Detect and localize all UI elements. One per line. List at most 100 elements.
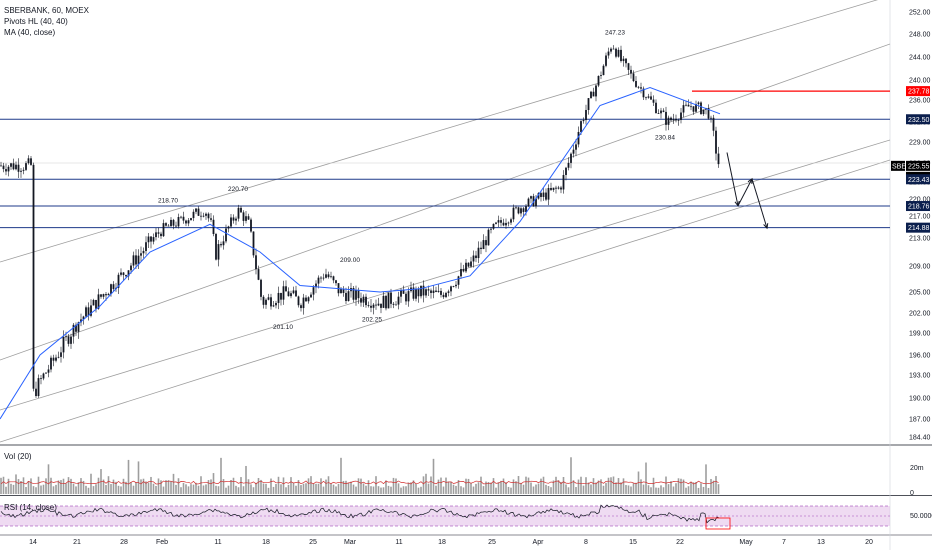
candle-body (267, 297, 270, 300)
candle-body (472, 255, 475, 262)
volume-bar (72, 483, 75, 494)
price-axis-tag[interactable] (906, 222, 930, 233)
volume-bar (237, 487, 240, 494)
candle-body (105, 294, 107, 296)
volume-bar (205, 484, 207, 494)
candle-body (477, 247, 480, 259)
symbol-tag-text: SBER (892, 163, 911, 170)
candle-body (657, 113, 660, 114)
volume-bar (382, 487, 385, 494)
volume-bar (287, 484, 290, 494)
volume-bar (147, 482, 150, 494)
volume-bar (665, 476, 667, 494)
candle-body (475, 255, 477, 259)
channel-line[interactable] (0, 0, 890, 263)
volume-bar (507, 486, 510, 494)
time-tick-label: 20 (865, 539, 873, 546)
candle-body (205, 213, 207, 216)
volume-bar (472, 486, 475, 494)
candle-body (80, 319, 82, 323)
rsi-pane-label[interactable]: RSI (14, close) (4, 503, 57, 512)
legend-ma-indicator[interactable]: MA (40, close) (4, 28, 56, 37)
volume-bar (582, 485, 585, 494)
candle-body (375, 304, 377, 306)
candle-body (162, 223, 165, 237)
volume-bar (400, 487, 402, 494)
volume-bar (125, 481, 127, 494)
legend-pivots-indicator[interactable]: Pivots HL (40, 40) (4, 17, 68, 26)
candle-body (672, 118, 675, 121)
candle-body (85, 307, 87, 317)
volume-bar (562, 477, 565, 494)
volume-bar (330, 483, 332, 494)
projection-arrow[interactable] (751, 178, 768, 229)
volume-bar (155, 485, 157, 494)
volume-bar (187, 486, 190, 494)
volume-bar (417, 487, 420, 494)
volume-bar (87, 487, 90, 494)
volume-bar (360, 478, 362, 494)
volume-bar (22, 477, 25, 494)
volume-bar (672, 486, 675, 494)
time-axis[interactable]: 14 21 28 Feb 11 18 25 Mar 11 18 25 Apr 8 15 22 May 7 13 20 (29, 539, 873, 546)
channel-line[interactable] (0, 43, 891, 361)
candle-body (335, 280, 337, 284)
volume-pane-label[interactable]: Vol (20) (4, 452, 32, 461)
candle-body (420, 285, 422, 297)
volume-bar (60, 480, 62, 494)
volume-bar (200, 476, 202, 494)
moving-average-line[interactable] (0, 86, 721, 420)
volume-bar (210, 479, 212, 494)
volume-bar (692, 482, 695, 494)
volume-bar (495, 487, 497, 494)
volume-bar (52, 486, 55, 494)
candle-body (177, 217, 180, 227)
candle-body (562, 174, 565, 190)
volume-bar (570, 457, 572, 494)
rsi-highlight-box[interactable] (705, 517, 731, 530)
candle-body (140, 253, 142, 256)
candle-body (637, 86, 640, 88)
volume-bar (687, 486, 690, 494)
candle-body (97, 294, 100, 309)
volume-bar (77, 482, 80, 494)
projection-arrow[interactable] (737, 178, 753, 207)
candle-body (457, 276, 460, 285)
candle-body (240, 207, 242, 213)
volume-bar (467, 478, 470, 494)
price-axis-tag[interactable] (906, 86, 930, 97)
price-axis-tag[interactable] (906, 201, 930, 212)
candle-body (82, 316, 85, 320)
volume-bar (607, 477, 610, 494)
candle-body (250, 219, 252, 232)
candle-body (357, 290, 360, 299)
volume-bar (245, 465, 247, 494)
volume-bar (42, 484, 45, 494)
volume-bar (392, 477, 395, 494)
volume-bar (447, 481, 450, 494)
candle-body (377, 303, 380, 306)
candle-body (430, 290, 432, 293)
channel-line[interactable] (0, 139, 891, 411)
candle-body (127, 270, 130, 277)
candle-body (645, 97, 647, 99)
candle-body (247, 216, 250, 220)
legend-symbol[interactable]: SBERBANK, 60, MOEX (4, 6, 89, 15)
candle-body (415, 288, 417, 299)
channel-line[interactable] (0, 159, 891, 443)
price-tick-label: 248.00 (909, 32, 931, 39)
volume-bar (40, 485, 42, 494)
candle-body (565, 167, 567, 175)
time-tick-label: 7 (782, 539, 786, 546)
candle-body (632, 73, 635, 82)
volume-bar (682, 479, 685, 494)
volume-bar (680, 478, 682, 494)
price-axis-tag[interactable] (906, 160, 930, 171)
price-axis-tag[interactable] (906, 114, 930, 125)
price-axis-tag[interactable] (906, 174, 930, 185)
projection-arrow[interactable] (726, 152, 739, 206)
candle-body (685, 104, 687, 106)
candle-body (280, 292, 282, 300)
